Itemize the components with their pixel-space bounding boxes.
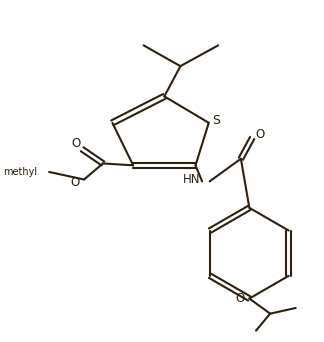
Text: O: O <box>255 128 264 141</box>
Text: O: O <box>70 176 79 189</box>
Text: O: O <box>72 137 81 150</box>
Text: S: S <box>213 115 221 128</box>
Text: HN: HN <box>183 173 200 186</box>
Text: O: O <box>236 292 245 305</box>
Text: methyl: methyl <box>3 167 37 177</box>
